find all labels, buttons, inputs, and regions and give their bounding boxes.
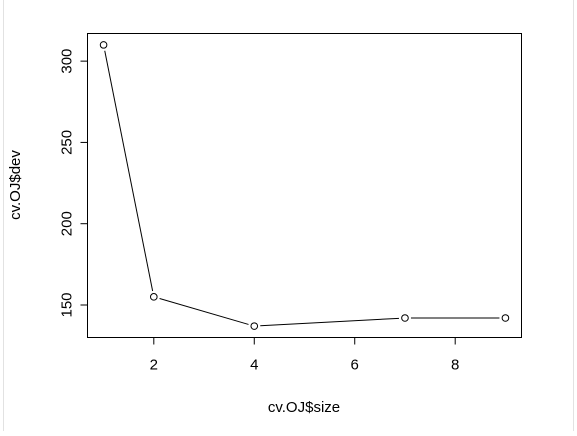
data-point-7 xyxy=(401,314,409,322)
series-segment xyxy=(104,50,154,292)
series-line xyxy=(99,41,510,330)
series-segment xyxy=(260,317,399,327)
data-point-9 xyxy=(501,314,510,322)
y-tick-label: 150 xyxy=(59,292,76,317)
x-tick-label: 6 xyxy=(351,357,359,374)
x-axis: 2 4 6 8 xyxy=(150,337,459,374)
y-tick-label: 300 xyxy=(59,49,76,74)
data-point-2 xyxy=(150,293,158,301)
x-axis-label: cv.OJ$size xyxy=(268,399,340,416)
y-axis-label: cv.OJ$dev xyxy=(7,150,24,220)
y-tick-label: 200 xyxy=(59,211,76,236)
x-tick-label: 8 xyxy=(451,357,459,374)
y-tick-label: 250 xyxy=(59,130,76,155)
x-tick-label: 4 xyxy=(250,357,258,374)
data-point-1 xyxy=(99,41,108,49)
y-axis: 150 200 250 300 xyxy=(59,49,88,318)
x-tick-label: 2 xyxy=(150,357,158,374)
plot-box xyxy=(87,33,522,338)
series-segment xyxy=(159,298,249,325)
data-point-4 xyxy=(250,322,259,330)
